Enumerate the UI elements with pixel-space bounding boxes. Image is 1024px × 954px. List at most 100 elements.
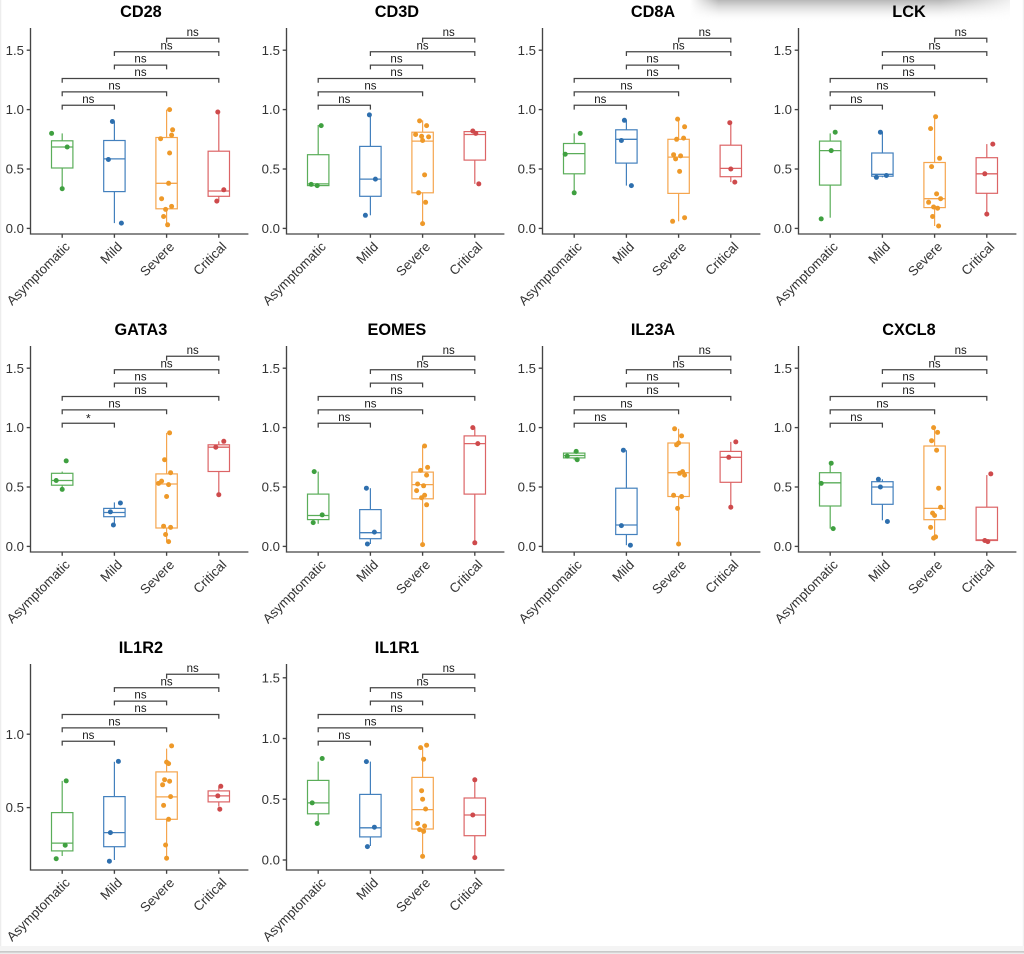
svg-text:0.0: 0.0 xyxy=(518,539,536,554)
svg-text:1.0: 1.0 xyxy=(774,102,792,117)
svg-text:ns: ns xyxy=(364,717,376,729)
svg-text:ns: ns xyxy=(673,40,685,52)
svg-text:0.5: 0.5 xyxy=(518,162,536,177)
svg-text:ns: ns xyxy=(187,345,199,357)
svg-text:1.0: 1.0 xyxy=(774,420,792,435)
svg-text:ns: ns xyxy=(187,663,199,675)
svg-text:ns: ns xyxy=(902,54,914,66)
svg-text:ns: ns xyxy=(620,81,632,93)
svg-text:ns: ns xyxy=(161,358,173,370)
svg-text:ns: ns xyxy=(161,676,173,688)
svg-text:ns: ns xyxy=(699,345,711,357)
svg-text:ns: ns xyxy=(673,358,685,370)
svg-text:ns: ns xyxy=(82,94,94,106)
svg-text:1.5: 1.5 xyxy=(518,43,536,58)
svg-text:ns: ns xyxy=(134,385,146,397)
svg-text:ns: ns xyxy=(594,94,606,106)
svg-text:0.5: 0.5 xyxy=(262,162,280,177)
svg-text:0.5: 0.5 xyxy=(6,800,24,815)
svg-text:0.5: 0.5 xyxy=(262,480,280,495)
svg-text:1.5: 1.5 xyxy=(6,361,24,376)
svg-text:0.0: 0.0 xyxy=(262,539,280,554)
svg-text:ns: ns xyxy=(134,372,146,384)
svg-text:ns: ns xyxy=(390,690,402,702)
svg-text:ns: ns xyxy=(443,663,455,675)
svg-text:ns: ns xyxy=(955,27,967,39)
svg-text:ns: ns xyxy=(338,412,350,424)
svg-text:0.0: 0.0 xyxy=(518,221,536,236)
svg-text:0.0: 0.0 xyxy=(262,853,280,868)
svg-text:1.0: 1.0 xyxy=(262,420,280,435)
svg-text:ns: ns xyxy=(364,81,376,93)
svg-text:*: * xyxy=(86,411,91,425)
svg-text:0.0: 0.0 xyxy=(774,221,792,236)
svg-text:0.5: 0.5 xyxy=(262,792,280,807)
svg-text:1.5: 1.5 xyxy=(518,361,536,376)
svg-text:1.5: 1.5 xyxy=(774,361,792,376)
svg-text:ns: ns xyxy=(417,676,429,688)
svg-text:ns: ns xyxy=(390,385,402,397)
svg-text:CD8A: CD8A xyxy=(631,3,676,21)
svg-text:ns: ns xyxy=(390,372,402,384)
svg-text:ns: ns xyxy=(620,399,632,411)
svg-text:ns: ns xyxy=(646,54,658,66)
svg-text:CD28: CD28 xyxy=(120,3,162,21)
svg-text:IL23A: IL23A xyxy=(631,321,676,339)
svg-text:ns: ns xyxy=(902,67,914,79)
svg-text:ns: ns xyxy=(82,730,94,742)
svg-text:1.0: 1.0 xyxy=(518,102,536,117)
svg-text:1.5: 1.5 xyxy=(262,670,280,685)
svg-text:ns: ns xyxy=(850,94,862,106)
svg-text:ns: ns xyxy=(134,690,146,702)
svg-text:ns: ns xyxy=(876,81,888,93)
svg-text:ns: ns xyxy=(876,399,888,411)
svg-text:ns: ns xyxy=(902,372,914,384)
svg-text:ns: ns xyxy=(417,40,429,52)
svg-text:ns: ns xyxy=(850,412,862,424)
svg-text:ns: ns xyxy=(902,385,914,397)
svg-text:1.0: 1.0 xyxy=(6,727,24,742)
svg-text:ns: ns xyxy=(443,345,455,357)
svg-text:1.0: 1.0 xyxy=(262,731,280,746)
svg-text:ns: ns xyxy=(699,27,711,39)
svg-text:ns: ns xyxy=(646,385,658,397)
svg-text:ns: ns xyxy=(364,399,376,411)
svg-text:ns: ns xyxy=(338,94,350,106)
svg-text:ns: ns xyxy=(929,358,941,370)
svg-text:CD3D: CD3D xyxy=(375,3,420,21)
svg-text:0.5: 0.5 xyxy=(6,480,24,495)
svg-text:ns: ns xyxy=(594,412,606,424)
svg-text:0.0: 0.0 xyxy=(6,539,24,554)
svg-text:0.5: 0.5 xyxy=(774,162,792,177)
svg-text:0.0: 0.0 xyxy=(774,539,792,554)
svg-text:ns: ns xyxy=(646,67,658,79)
svg-text:1.0: 1.0 xyxy=(262,102,280,117)
svg-text:0.5: 0.5 xyxy=(6,162,24,177)
svg-text:0.0: 0.0 xyxy=(6,221,24,236)
svg-text:0.5: 0.5 xyxy=(774,480,792,495)
svg-text:1.5: 1.5 xyxy=(774,43,792,58)
svg-text:ns: ns xyxy=(390,67,402,79)
svg-text:ns: ns xyxy=(955,345,967,357)
svg-text:1.0: 1.0 xyxy=(518,420,536,435)
svg-text:ns: ns xyxy=(646,372,658,384)
svg-text:ns: ns xyxy=(390,703,402,715)
svg-text:EOMES: EOMES xyxy=(367,321,426,339)
svg-text:GATA3: GATA3 xyxy=(115,321,168,339)
svg-text:1.5: 1.5 xyxy=(262,43,280,58)
svg-text:ns: ns xyxy=(390,54,402,66)
svg-text:IL1R1: IL1R1 xyxy=(375,639,419,657)
svg-text:IL1R2: IL1R2 xyxy=(119,639,163,657)
svg-text:0.0: 0.0 xyxy=(262,221,280,236)
svg-text:ns: ns xyxy=(929,40,941,52)
svg-text:ns: ns xyxy=(108,717,120,729)
svg-text:1.5: 1.5 xyxy=(6,43,24,58)
svg-text:ns: ns xyxy=(108,81,120,93)
svg-text:CXCL8: CXCL8 xyxy=(882,321,935,339)
svg-text:ns: ns xyxy=(108,399,120,411)
svg-text:ns: ns xyxy=(187,27,199,39)
svg-text:1.5: 1.5 xyxy=(262,361,280,376)
svg-text:LCK: LCK xyxy=(892,3,926,21)
svg-text:ns: ns xyxy=(134,703,146,715)
svg-text:ns: ns xyxy=(134,54,146,66)
